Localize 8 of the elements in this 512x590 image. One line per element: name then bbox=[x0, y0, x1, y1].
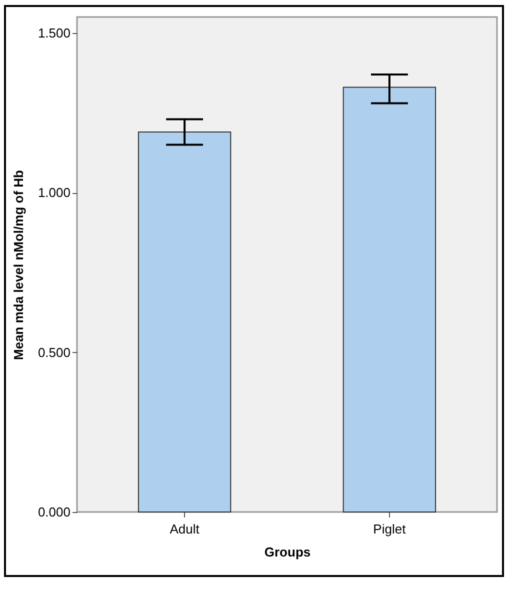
y-tick-label: 1.500 bbox=[38, 25, 70, 40]
x-tick-label: Adult bbox=[170, 522, 200, 536]
y-tick-label: 0.500 bbox=[38, 344, 70, 360]
x-axis-title: Groups bbox=[264, 544, 311, 560]
y-tick-label: 0.000 bbox=[38, 504, 70, 520]
y-axis-title: Mean mda level nMol/mg of Hb bbox=[10, 170, 26, 360]
x-tick-label: Piglet bbox=[373, 522, 406, 536]
y-tick-label: 1.000 bbox=[38, 185, 70, 200]
